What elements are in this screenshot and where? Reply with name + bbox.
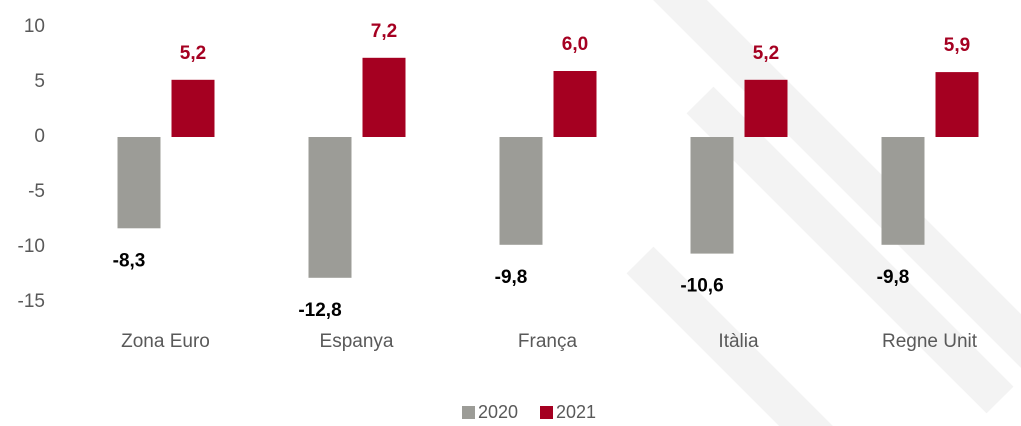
y-tick-label: -15	[18, 291, 45, 312]
bar	[553, 71, 597, 137]
bar	[690, 137, 734, 254]
legend-label: 2021	[556, 402, 596, 422]
value-label: 6,0	[562, 34, 588, 55]
bar	[881, 137, 925, 245]
x-tick-label: Regne Unit	[882, 331, 978, 352]
y-tick-label: 5	[34, 71, 45, 92]
y-tick-label: 10	[24, 16, 45, 37]
value-label: -10,6	[680, 276, 723, 297]
bar	[308, 137, 352, 278]
value-label: -9,8	[495, 267, 528, 288]
bar	[117, 137, 161, 229]
legend-label: 2020	[478, 402, 518, 422]
legend-swatch	[540, 406, 553, 419]
value-label: 7,2	[371, 21, 397, 42]
x-tick-label: Zona Euro	[121, 331, 210, 352]
value-label: -9,8	[877, 267, 910, 288]
value-label: 5,2	[180, 43, 206, 64]
x-tick-label: França	[518, 331, 578, 352]
bar	[499, 137, 543, 245]
y-tick-label: 0	[34, 126, 45, 147]
value-label: 5,2	[753, 43, 779, 64]
watermark	[626, 0, 1021, 426]
x-tick-label: Espanya	[320, 331, 394, 352]
value-label: -8,3	[113, 250, 146, 271]
bar	[171, 79, 215, 137]
value-label: 5,9	[944, 35, 970, 56]
y-tick-label: -10	[18, 236, 45, 257]
bar	[744, 79, 788, 137]
x-tick-label: Itàlia	[718, 331, 759, 352]
bar	[362, 57, 406, 137]
legend-swatch	[462, 406, 475, 419]
value-label: -12,8	[298, 300, 341, 321]
y-tick-label: -5	[28, 181, 45, 202]
bar	[935, 72, 979, 137]
